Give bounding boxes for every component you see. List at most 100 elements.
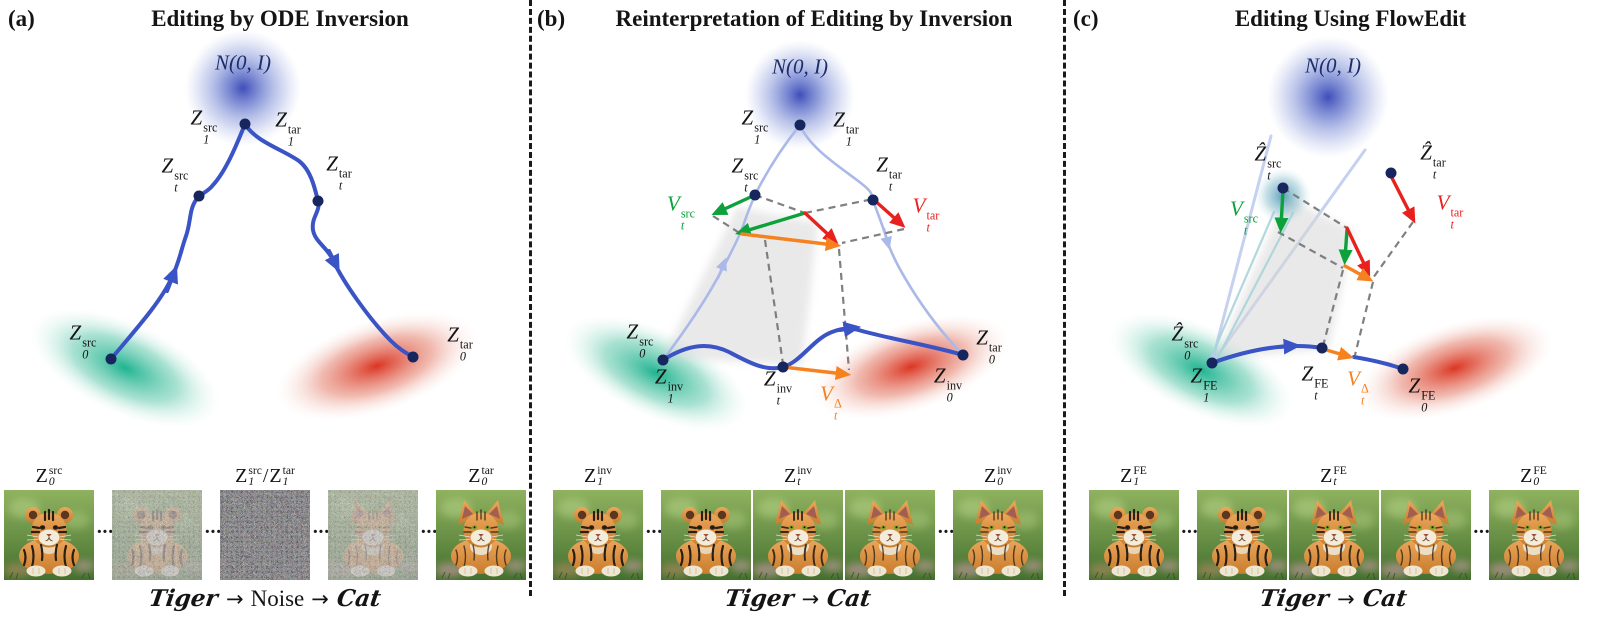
cat-image xyxy=(1488,490,1579,580)
tiger-image xyxy=(112,490,202,580)
panel-c: (c) Editing Using FlowEdit xyxy=(1067,0,1600,617)
label-noise-dist: N(0, I) xyxy=(1305,53,1361,78)
latent-dots xyxy=(105,118,419,365)
target-distribution xyxy=(276,311,478,421)
caption-arrow: → xyxy=(801,587,820,611)
velocity-plane-region xyxy=(663,207,818,366)
label-z1-fe: Z FE 1 xyxy=(1190,363,1218,405)
panel-title: Editing by ODE Inversion xyxy=(151,6,409,31)
label-z0-fe: Z FE 0 xyxy=(1408,373,1436,415)
ellipsis-dots: ··· xyxy=(312,521,330,543)
cat-image xyxy=(953,490,1043,580)
tiger-image xyxy=(1196,490,1287,580)
caption: Tiger → Cat xyxy=(1067,585,1600,615)
panel-separator xyxy=(529,0,532,596)
label-noise-dist: N(0, I) xyxy=(772,54,828,79)
label-noise-dist: N(0, I) xyxy=(215,50,271,75)
tiger-image xyxy=(553,490,643,580)
strip-image-label: Z FE 0 xyxy=(1520,463,1547,489)
cat-image xyxy=(436,490,526,580)
panel-title: Editing Using FlowEdit xyxy=(1234,6,1467,31)
cat-image xyxy=(845,490,935,580)
panel-title: Reinterpretation of Editing by Inversion xyxy=(615,6,1013,31)
trajectory-source-inversion xyxy=(109,122,247,361)
tiger-image xyxy=(1088,490,1179,580)
strip-cell: Z FE 1 xyxy=(1088,458,1179,580)
strip-cell xyxy=(661,458,751,580)
gaussian-blob xyxy=(745,40,855,150)
caption-word: Cat xyxy=(334,585,383,612)
arrow-vt-tar xyxy=(1345,174,1416,277)
caption-word: Tiger xyxy=(1258,585,1332,612)
dashed-guides xyxy=(712,193,905,371)
cat-image xyxy=(1380,490,1471,580)
strip-cell xyxy=(1196,458,1287,580)
target-distribution xyxy=(813,314,1009,420)
latent-dots xyxy=(657,119,969,373)
strip-image-label: Z FE t xyxy=(1320,463,1347,489)
caption-word: Tiger xyxy=(723,585,796,612)
teal-cone-lines xyxy=(1208,210,1295,363)
panel-letter: (a) xyxy=(8,6,35,31)
latent-dots xyxy=(1206,167,1409,375)
source-distribution xyxy=(29,307,221,429)
source-distribution xyxy=(563,314,749,432)
panel-separator xyxy=(1063,0,1066,596)
ellipsis-dots: ··· xyxy=(645,521,663,543)
gaussian-blob xyxy=(185,30,301,146)
caption-arrow: → xyxy=(1337,587,1355,611)
strip-cell xyxy=(328,458,418,580)
ellipsis-dots: ··· xyxy=(96,521,114,543)
ellipsis-dots: ··· xyxy=(1180,521,1199,543)
arrow-vt-delta xyxy=(740,232,852,381)
caption-word: Tiger xyxy=(147,585,220,612)
tiger-image xyxy=(661,490,751,580)
trajectory-target-generation xyxy=(243,122,415,359)
diagram-a xyxy=(29,30,478,429)
ellipsis-dots: ··· xyxy=(1472,521,1491,543)
strip-cell xyxy=(112,458,202,580)
arrow-vt-src xyxy=(1274,188,1353,266)
diagram-c xyxy=(1108,36,1553,429)
panel-a: (a) Editing by ODE Inversion N(0, I) xyxy=(0,0,530,617)
target-distribution xyxy=(1357,315,1553,421)
caption-word: Cat xyxy=(825,585,873,612)
caption-arrow: → xyxy=(311,587,329,611)
ellipsis-dots: ··· xyxy=(937,521,955,543)
arrow-vt-src xyxy=(711,193,807,237)
panel-letter: (c) xyxy=(1073,6,1099,31)
mix-image xyxy=(753,490,843,580)
panel-b: (b) Reinterpretation of Editing by Inver… xyxy=(532,0,1064,617)
